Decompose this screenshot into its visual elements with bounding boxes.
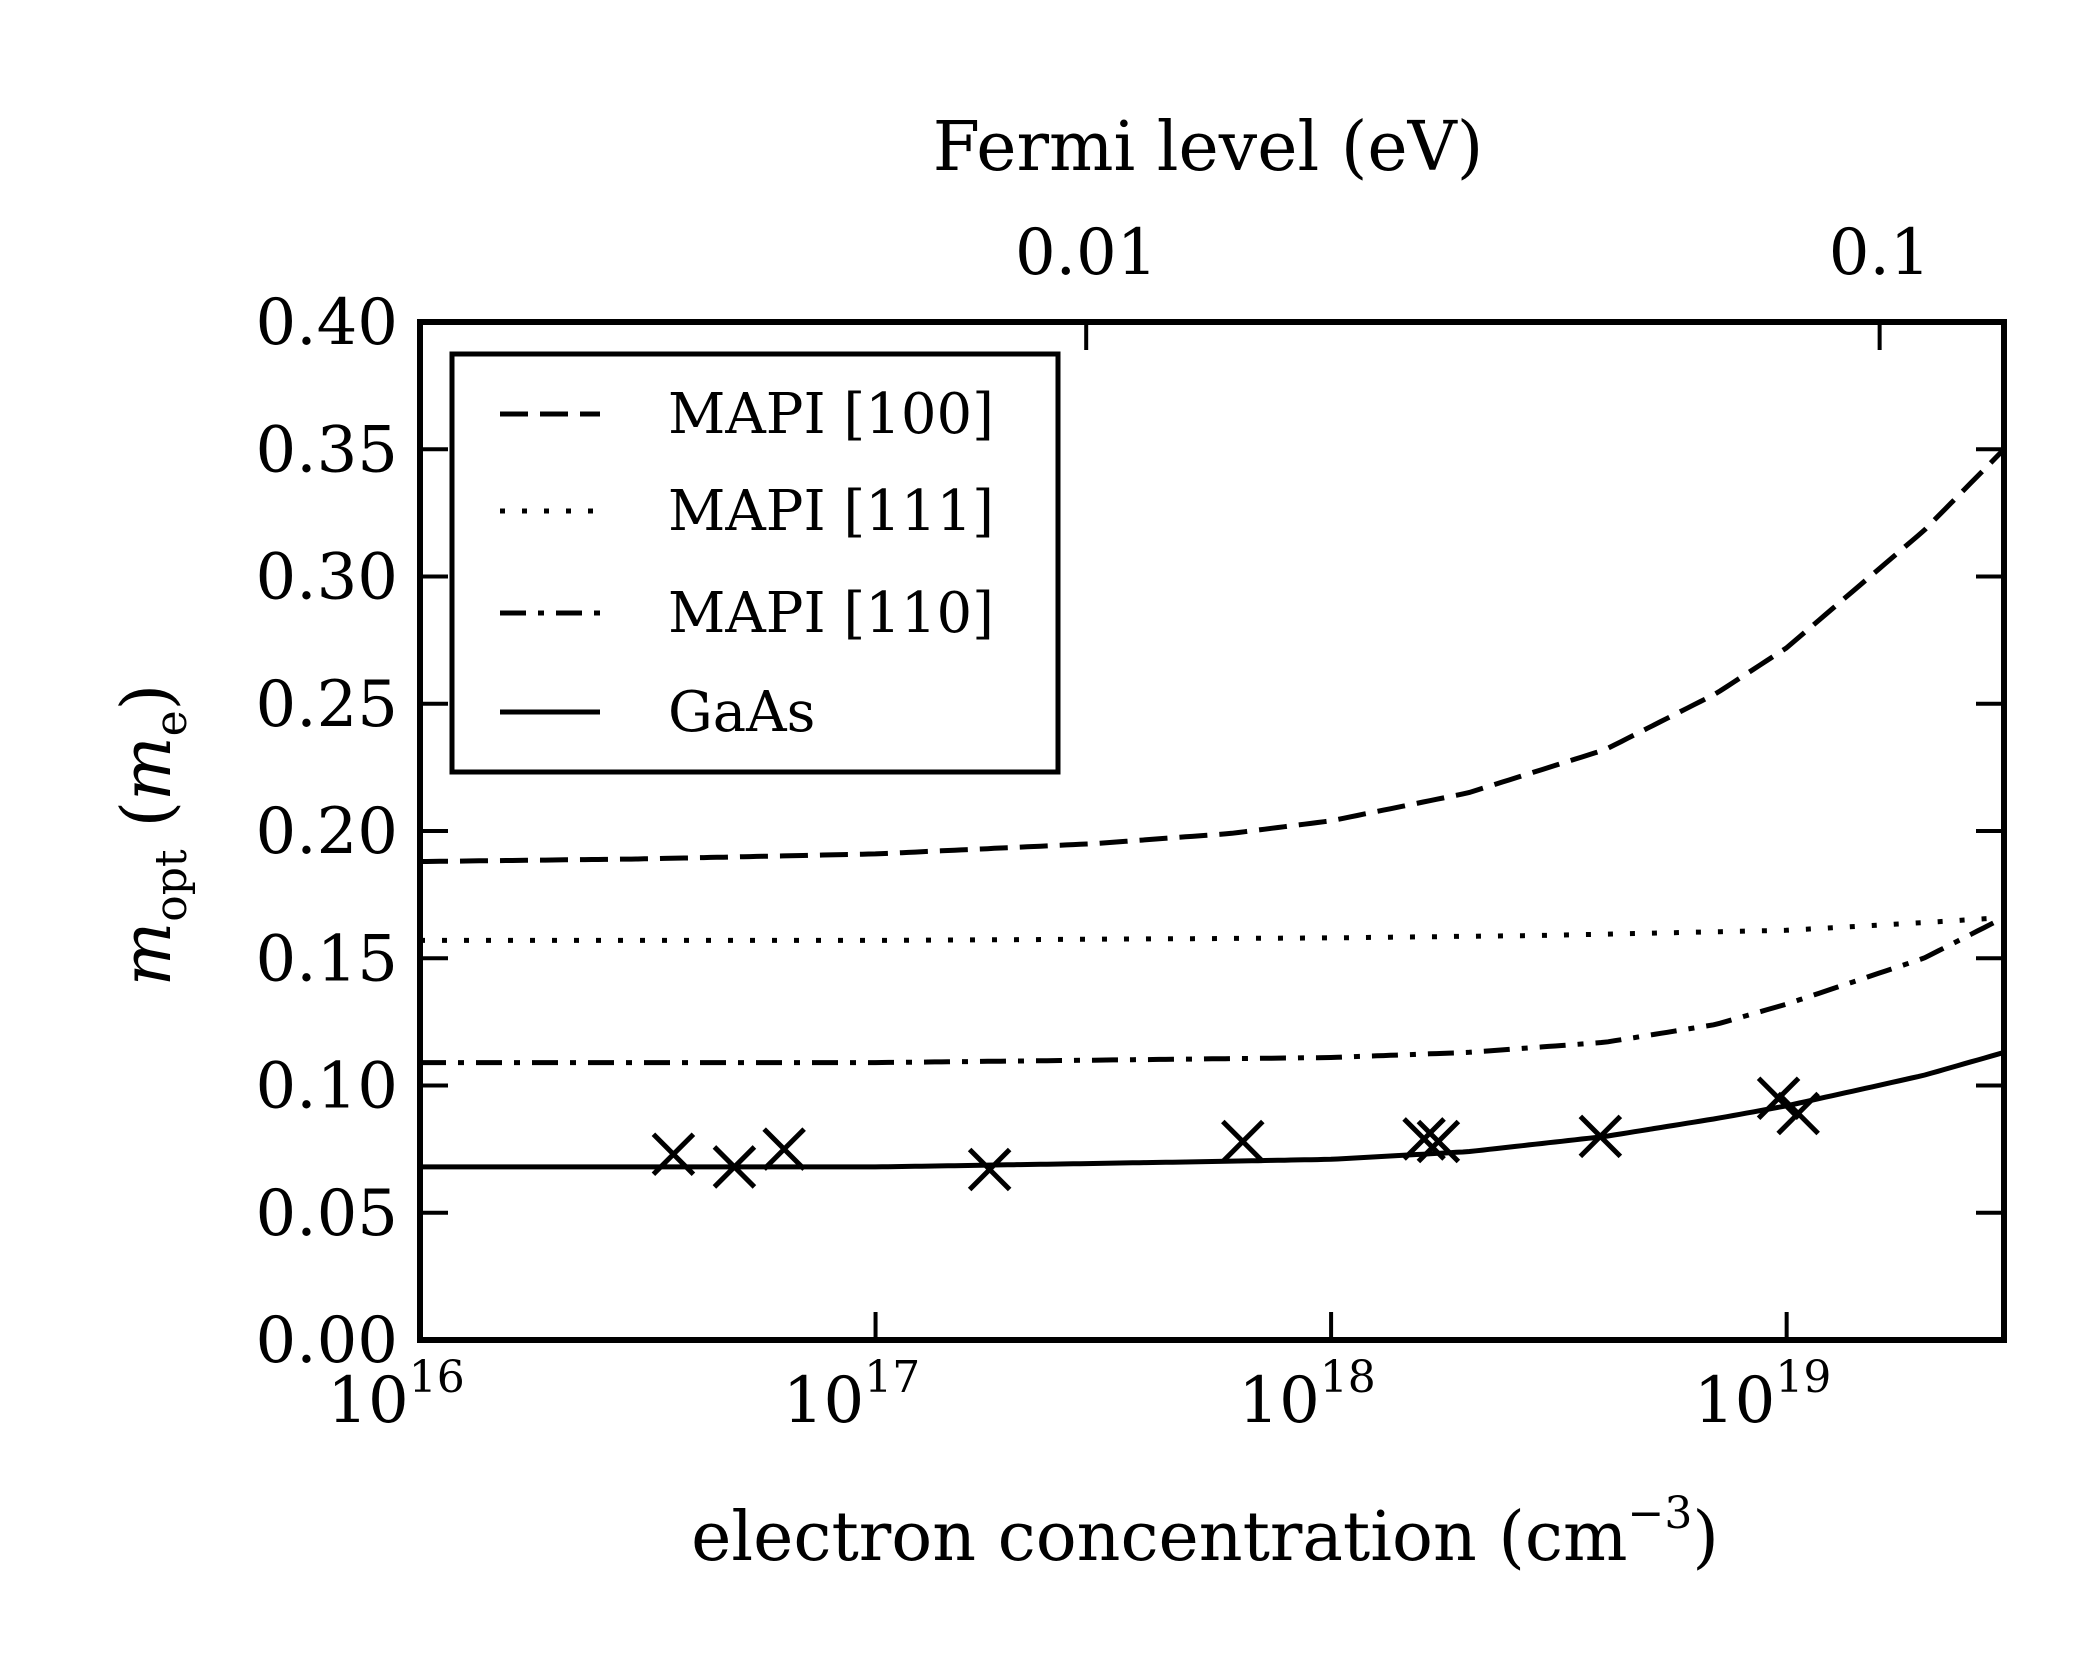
legend-label-mapi-110: MAPI [110] [668,581,994,646]
y-tick-label: 0.05 [256,1177,399,1251]
x-tick-label-base: 10 [1694,1364,1775,1438]
y-tick-label: 0.10 [256,1050,399,1124]
x-tick-label-exponent: 19 [1775,1352,1831,1403]
legend-label-mapi-111: MAPI [111] [668,479,994,544]
x-tick-label: 1017 [783,1352,920,1438]
y-tick-label: 0.00 [256,1304,399,1378]
x-tick-label-base: 10 [783,1364,864,1438]
data-point-marker [1402,1117,1446,1161]
legend: MAPI [100] MAPI [111] MAPI [110] GaAs [449,351,1061,775]
legend-frame [449,351,1061,775]
x-tick-label-base: 10 [327,1364,408,1438]
x-tick-label-exponent: 16 [409,1352,465,1403]
data-point-marker [1756,1076,1801,1120]
y-tick-label: 0.30 [256,541,399,615]
y-tick-label: 0.20 [256,795,399,869]
marker-stroke [1776,1091,1820,1136]
legend-entry-gaas: GaAs [500,680,815,745]
x-tick-label: 1016 [327,1352,464,1438]
data-point-marker [1776,1091,1820,1136]
legend-label-mapi-100: MAPI [100] [668,382,994,447]
x-axis-title-text: electron concentration (cm [691,1498,1627,1577]
x-tick-label-exponent: 17 [864,1352,920,1403]
y-axis-title-unit-subscript: e [146,710,197,736]
data-point-marker [762,1127,806,1171]
x-axis-title-close: ) [1692,1498,1719,1577]
y-axis-title-close: ) [108,684,187,711]
data-point-marker [712,1145,757,1189]
x-tick-label: 1019 [1694,1352,1831,1438]
marker-stroke [712,1145,757,1189]
top-tick-label: 0.1 [1829,216,1931,290]
marker-stroke [967,1147,1012,1192]
y-axis-title-unit: m [108,736,187,800]
top-axis-title: Fermi level (eV) [933,108,1483,187]
marker-stroke [1402,1117,1446,1161]
legend-entry-mapi-110: MAPI [110] [500,581,994,646]
marker-stroke [1756,1076,1801,1120]
plot-frame [417,319,2007,1343]
data-point-marker [1221,1119,1265,1164]
marker-stroke [762,1127,806,1171]
y-tick-label: 0.15 [256,922,399,996]
x-tick-label: 1018 [1238,1352,1375,1438]
y-tick-label: 0.25 [256,668,399,742]
data-point-marker [651,1132,696,1176]
series-line-mapi-100 [420,447,2006,864]
marker-layer [651,1076,1820,1192]
y-axis-title-subscript: opt [146,849,197,922]
series-line-mapi-111 [420,915,2005,943]
legend-entry-mapi-111: MAPI [111] [500,479,994,544]
legend-entry-mapi-100: MAPI [100] [500,382,994,447]
series-line-mapi-110 [420,915,2006,1066]
y-tick-label: 0.40 [256,286,399,360]
y-axis-title-symbol: m [108,922,187,986]
data-point-marker [967,1147,1012,1192]
y-axis-title: mopt(me) [108,684,197,986]
y-axis-title-open: ( [108,801,187,828]
marker-stroke [1416,1119,1461,1164]
x-tick-label-exponent: 18 [1320,1352,1376,1403]
y-tick-label: 0.35 [256,413,399,487]
marker-stroke [1578,1114,1623,1159]
x-axis-title: electron concentration (cm−3) [691,1488,1719,1577]
top-tick-label: 0.01 [1015,216,1158,290]
legend-label-gaas: GaAs [668,680,815,745]
marker-stroke [1221,1119,1265,1164]
tick-layer: 0.000.050.100.150.200.250.300.350.401016… [256,216,2004,1438]
data-point-marker [1416,1119,1461,1164]
x-axis-title-exponent: −3 [1627,1488,1692,1539]
data-point-marker [1578,1114,1623,1159]
x-tick-label-base: 10 [1238,1364,1319,1438]
marker-stroke [651,1132,696,1176]
